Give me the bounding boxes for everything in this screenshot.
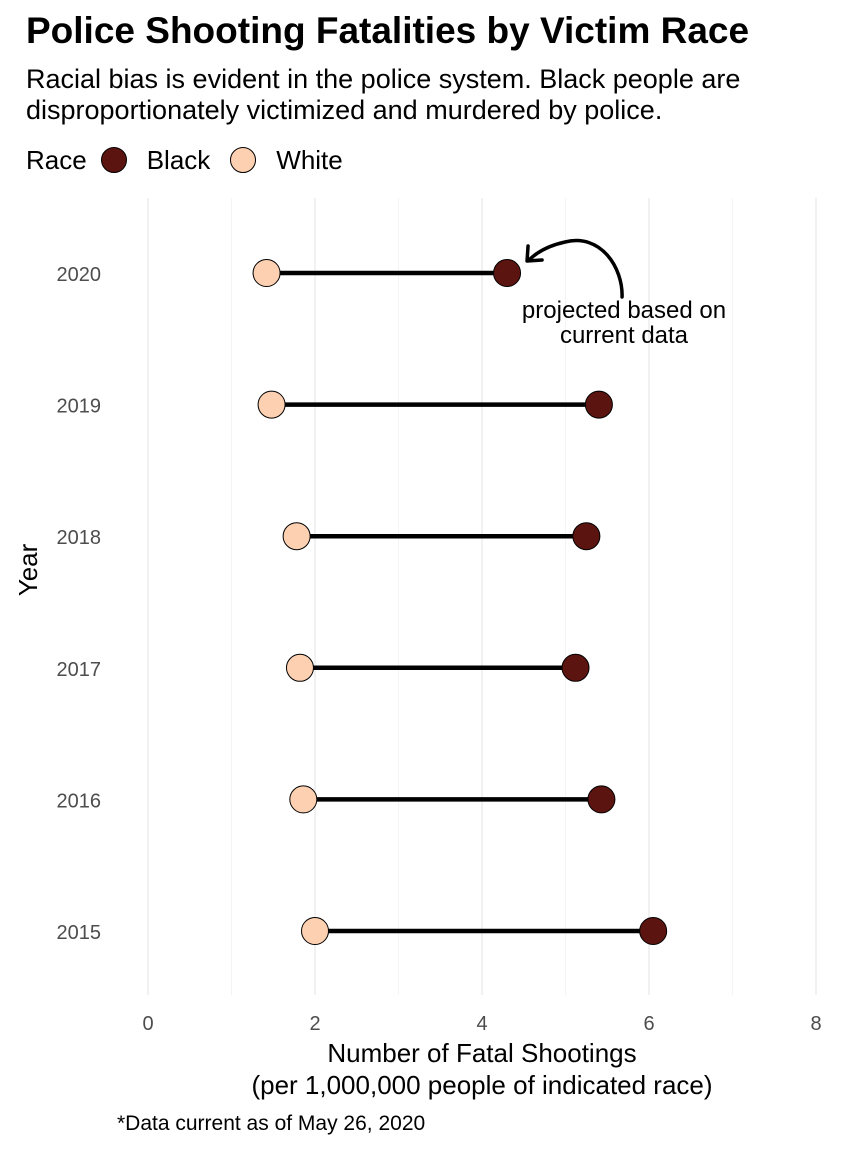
annotation-arrowhead	[525, 244, 544, 263]
x-tick-label: 4	[476, 1013, 487, 1035]
point-white	[282, 522, 311, 551]
legend-swatch-black	[100, 147, 127, 173]
point-black	[493, 259, 522, 287]
x-tick-label: 6	[643, 1013, 654, 1035]
chart-title: Police Shooting Fatalities by Victim Rac…	[26, 10, 750, 51]
point-white	[301, 917, 329, 945]
x-axis-title: Number of Fatal Shootings	[327, 1038, 636, 1068]
point-white	[252, 259, 281, 287]
legend: Race Black White	[26, 140, 363, 180]
x-axis-title: (per 1,000,000 people of indicated race)	[251, 1070, 712, 1100]
y-tick-label: 2018	[57, 527, 102, 549]
legend-title: Race	[26, 144, 87, 175]
legend-label-black: Black	[146, 144, 211, 175]
legend-swatch-white	[230, 147, 257, 173]
legend-item-black: Black	[100, 144, 211, 176]
point-black	[561, 653, 590, 682]
point-black	[584, 390, 613, 419]
x-tick-label: 2	[309, 1013, 320, 1035]
y-tick-label: 2019	[57, 396, 102, 418]
legend-item-white: White	[230, 144, 343, 176]
annotation-arrow	[527, 238, 624, 299]
x-tick-label: 0	[142, 1013, 153, 1035]
chart-subtitle: Racial bias is evident in the police sys…	[26, 64, 741, 125]
y-tick-label: 2017	[57, 659, 102, 681]
y-axis-title: Year	[13, 543, 43, 596]
grid-lines	[147, 198, 817, 995]
point-black	[572, 522, 601, 551]
y-tick-label: 2015	[57, 922, 102, 944]
y-tick-label: 2020	[57, 264, 102, 286]
legend-label-white: White	[276, 144, 343, 175]
data-points	[252, 259, 668, 945]
point-white	[257, 390, 286, 419]
point-white	[285, 653, 314, 682]
data-caption: *Data current as of May 26, 2020	[117, 1112, 426, 1135]
annotation-text: projected based on	[522, 297, 726, 324]
axis-ticks: 0 2 4 6 8 2020 2019 2018 2017 2016 2015	[57, 264, 822, 1035]
point-black	[639, 917, 668, 945]
x-tick-label: 8	[810, 1013, 821, 1035]
annotation-text: current data	[560, 322, 689, 349]
dumbbell-segments	[266, 270, 654, 934]
axis-labels: Number of Fatal Shootings(per 1,000,000 …	[13, 543, 713, 1100]
y-tick-label: 2016	[57, 790, 102, 812]
point-white	[289, 785, 318, 814]
point-black	[587, 785, 616, 814]
